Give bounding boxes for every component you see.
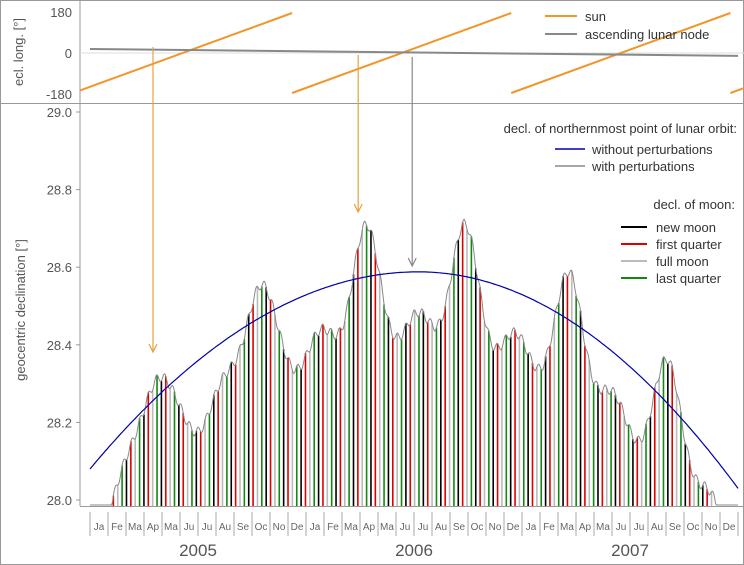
legend-full-moon-label: full moon [656,254,709,269]
year-label-2007: 2007 [611,541,649,560]
y-tick-label: 28.2 [47,415,72,430]
x-month-label: Ju [634,522,645,533]
legend-new-moon-label: new moon [656,220,716,235]
sun-segment [80,12,293,92]
x-month-label: Ju [616,522,627,533]
x-month-label: De [507,522,520,533]
top-tick-180: 180 [50,5,72,20]
x-month-label: Ja [526,522,537,533]
x-month-label: Ap [363,522,376,533]
year-label-2006: 2006 [395,541,433,560]
x-month-label: Oc [255,522,268,533]
y-tick-label: 28.6 [47,260,72,275]
legend-first-quarter-label: first quarter [656,237,722,252]
y-tick-label: 28.0 [47,493,72,508]
ascending-node-series-line [89,48,739,57]
moon-phase-lines [112,222,713,506]
main-y-axis-label: geocentric declination [°] [13,239,28,381]
legend-sun-label: sun [585,9,606,24]
with-perturbations-series-line [90,218,738,506]
x-month-label: Au [219,522,231,533]
annotation-arrow-head [353,203,363,214]
x-month-label: Ja [94,522,105,533]
annotation-arrow-head [407,257,417,268]
x-month-label: Fe [111,522,123,533]
x-month-label: Fe [327,522,339,533]
declination-panel: geocentric declination [°] 29.028.828.62… [13,104,744,536]
annotation-arrows [148,47,417,354]
x-month-label: Ma [560,522,574,533]
legend-title-northernmost: decl. of northernmost point of lunar orb… [504,121,737,136]
x-month-label: Ma [344,522,358,533]
x-month-label: Fe [543,522,555,533]
x-month-label: Se [453,522,466,533]
legend-title-moon: decl. of moon: [653,197,735,212]
x-month-label: Se [237,522,250,533]
x-month-label: Ap [147,522,160,533]
x-month-label: De [723,522,736,533]
x-month-label: Oc [471,522,484,533]
legend-perturb-label: with perturbations [591,159,695,174]
x-month-label: Se [669,522,682,533]
y-tick-label: 29.0 [47,105,72,120]
annotation-arrow-head [148,343,158,354]
x-month-label: Au [651,522,663,533]
x-month-label: Oc [687,522,700,533]
x-month-label: Ma [380,522,394,533]
y-tick-label: 28.8 [47,183,72,198]
top-tick-0: 0 [65,46,72,61]
legend-no-perturb-label: without perturbations [591,142,713,157]
x-month-label: No [273,522,286,533]
x-month-label: Au [435,522,447,533]
x-month-label: Ma [596,522,610,533]
ecliptic-longitude-panel: ecl. long. [°] 180 0 -180 sun ascending … [0,0,744,104]
x-month-label: De [291,522,304,533]
x-axis-ticks: Ja Fe Ma Ap Ma Ju Ju Au Se Oc No De Ja Fe Ma Ap Ma Ju Ju Au… [89,512,739,536]
sun-segment [510,12,731,94]
x-month-label: Ju [184,522,195,533]
x-month-label: No [489,522,502,533]
top-y-axis-label: ecl. long. [°] [11,18,26,86]
legend-node-label: ascending lunar node [585,27,709,42]
legend-last-quarter-label: last quarter [656,271,722,286]
y-tick-label: 28.4 [47,338,72,353]
x-month-label: Ma [128,522,142,533]
x-month-label: Ju [400,522,411,533]
x-month-label: No [705,522,718,533]
year-label-2005: 2005 [179,541,217,560]
x-month-label: Ma [164,522,178,533]
x-month-label: Ju [418,522,429,533]
main-y-ticks: 29.0 28.8 28.6 28.4 28.2 28.0 [47,105,80,508]
top-tick-neg180: -180 [46,87,72,102]
without-perturbations-series-line [89,271,739,489]
x-month-label: Ap [579,522,592,533]
x-month-label: Ju [202,522,213,533]
x-month-label: Ja [310,522,321,533]
